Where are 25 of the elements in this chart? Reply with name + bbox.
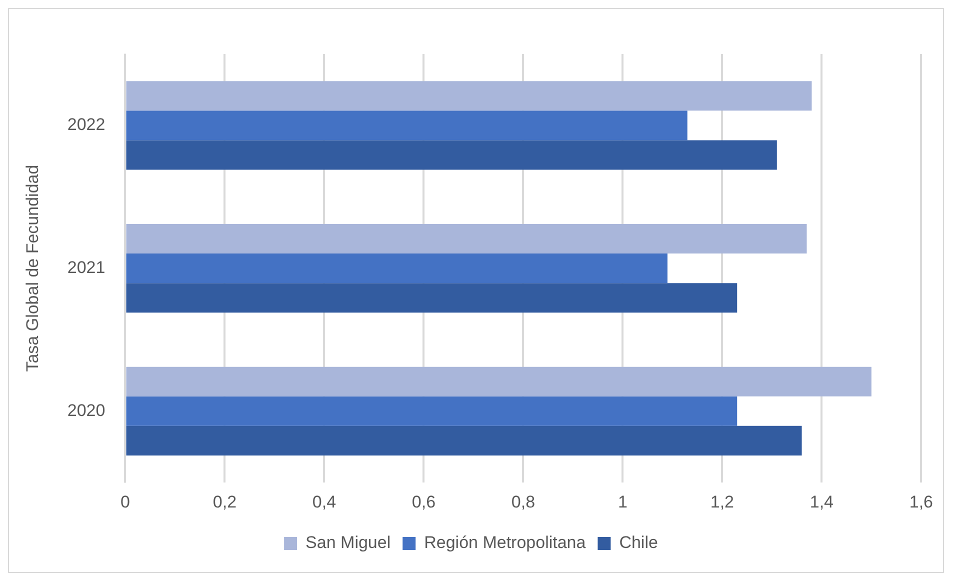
bar: [126, 110, 688, 140]
y-tick-label: 2021: [67, 258, 106, 277]
x-tick-label: 1,2: [710, 492, 734, 512]
legend-label: San Miguel: [306, 533, 391, 552]
bar: [126, 140, 777, 170]
x-tick-label: 1,6: [909, 492, 934, 512]
bar: [126, 81, 812, 111]
bar: [126, 283, 738, 313]
bar: [126, 254, 668, 284]
legend-label: Región Metropolitana: [424, 533, 586, 552]
bar: [126, 366, 872, 396]
x-tick-label: 0,2: [212, 492, 237, 512]
y-axis-title: Tasa Global de Fecundidad: [22, 164, 42, 372]
x-tick-label: 0,4: [312, 492, 336, 512]
x-tick-label: 1,4: [810, 492, 834, 512]
bar: [126, 396, 738, 426]
x-tick-label: 0,8: [511, 492, 536, 512]
bar: [126, 224, 807, 254]
y-tick-label: 2020: [67, 400, 106, 420]
x-tick-label: 1: [618, 492, 628, 512]
bar: [126, 426, 802, 456]
legend-label: Chile: [619, 533, 658, 552]
x-tick-label: 0,6: [412, 492, 436, 512]
x-tick-label: 0: [120, 492, 130, 512]
y-tick-label: 2022: [67, 115, 106, 134]
